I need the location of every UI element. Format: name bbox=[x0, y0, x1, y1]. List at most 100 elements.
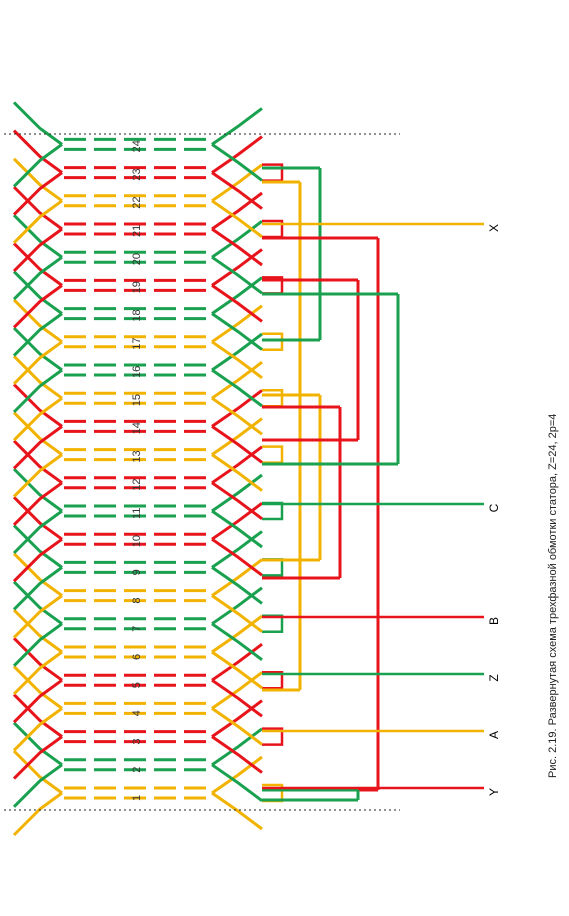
terminal-layer: X C B Z A Y bbox=[262, 222, 501, 796]
end-connection-right bbox=[211, 453, 263, 492]
end-connection-left bbox=[12, 763, 63, 808]
slot-number: 8 bbox=[131, 597, 143, 603]
end-connection-right bbox=[211, 671, 263, 710]
end-connection-right bbox=[211, 135, 263, 174]
slot-number: 5 bbox=[131, 682, 143, 688]
end-connection-right bbox=[211, 678, 263, 718]
end-connection-left bbox=[12, 707, 63, 752]
end-connection-left bbox=[12, 594, 63, 639]
end-connection-left bbox=[12, 524, 63, 569]
end-connection-right bbox=[211, 425, 263, 464]
end-connection-left bbox=[12, 552, 63, 597]
end-connection-right bbox=[211, 191, 263, 231]
slot-number: 1 bbox=[131, 795, 143, 801]
end-connection-left bbox=[12, 650, 63, 696]
end-connection-right bbox=[211, 199, 263, 239]
end-connection-left bbox=[12, 481, 63, 526]
end-connection-right bbox=[211, 594, 263, 633]
end-connection-right bbox=[211, 707, 263, 746]
end-connection-right bbox=[211, 340, 263, 379]
end-connection-right bbox=[211, 481, 263, 520]
end-connection-left bbox=[12, 453, 63, 498]
end-connection-right bbox=[211, 735, 263, 774]
slot-number: 15 bbox=[131, 394, 143, 406]
slot-number: 23 bbox=[131, 168, 143, 180]
end-connection-right bbox=[211, 445, 263, 485]
end-connection-left bbox=[12, 566, 63, 611]
end-connection-right bbox=[211, 699, 263, 738]
end-connection-right bbox=[211, 143, 263, 182]
end-connection-right bbox=[211, 586, 263, 626]
coil-end-loop bbox=[262, 670, 284, 690]
end-connection-left bbox=[12, 383, 63, 428]
end-connection-left bbox=[12, 227, 63, 273]
end-connection-right bbox=[211, 361, 263, 400]
end-connection-right bbox=[211, 219, 263, 259]
end-connection-left bbox=[12, 312, 63, 357]
end-connection-left bbox=[12, 284, 63, 329]
end-connection-left bbox=[12, 199, 63, 244]
end-connection-left bbox=[12, 129, 63, 174]
end-connection-left bbox=[12, 396, 63, 442]
coil-layer bbox=[12, 101, 284, 837]
end-connection-left bbox=[12, 411, 63, 456]
slot-number: 22 bbox=[131, 197, 143, 209]
slot-number: 16 bbox=[131, 366, 143, 378]
end-connection-right bbox=[211, 227, 263, 267]
end-connection-right bbox=[211, 284, 263, 323]
slot-number: 6 bbox=[131, 654, 143, 660]
terminal-label: A bbox=[487, 731, 501, 739]
end-connection-left bbox=[12, 185, 63, 231]
end-connection-right bbox=[211, 332, 263, 372]
end-connection-left bbox=[12, 214, 63, 259]
slot-number: 17 bbox=[131, 338, 143, 350]
end-connection-right bbox=[211, 502, 263, 541]
end-connection-left bbox=[12, 298, 63, 344]
end-connection-right bbox=[211, 473, 263, 513]
slot-number: 18 bbox=[131, 309, 143, 321]
coil-end-loop bbox=[262, 445, 284, 464]
slot-number: 12 bbox=[131, 479, 143, 491]
slot-number: 11 bbox=[131, 508, 143, 519]
end-connection-left bbox=[12, 665, 63, 710]
end-connection-right bbox=[211, 530, 263, 569]
slot-number: 2 bbox=[131, 767, 143, 773]
terminal-label: Y bbox=[487, 788, 501, 796]
end-connection-right bbox=[211, 312, 263, 351]
end-connection-left bbox=[12, 678, 63, 724]
end-connection-left bbox=[12, 101, 63, 146]
end-connection-left bbox=[12, 255, 63, 301]
slot-number: 24 bbox=[131, 140, 143, 152]
end-connection-left bbox=[12, 693, 63, 738]
coil-end-loop bbox=[262, 558, 284, 577]
end-connection-left bbox=[12, 355, 63, 400]
terminal-label: B bbox=[487, 617, 501, 625]
end-connection-left bbox=[12, 496, 63, 541]
end-connection-left bbox=[12, 171, 63, 216]
end-connection-right bbox=[211, 537, 263, 577]
end-connection-right bbox=[211, 255, 263, 295]
figure-caption: Рис. 2.19. Развернутая схема трехфазной … bbox=[547, 414, 559, 778]
end-connection-left bbox=[12, 580, 63, 626]
slot-number: 3 bbox=[131, 738, 143, 744]
terminal-label: C bbox=[487, 503, 501, 512]
end-connection-right bbox=[211, 614, 263, 654]
slot-number: 14 bbox=[131, 422, 143, 434]
terminal-label: X bbox=[487, 224, 501, 232]
end-connection-right bbox=[211, 171, 263, 210]
end-connection-right bbox=[211, 763, 263, 802]
end-connection-right bbox=[211, 368, 263, 408]
end-connection-left bbox=[12, 467, 63, 513]
border-layer bbox=[4, 133, 400, 811]
end-connection-right bbox=[211, 107, 263, 146]
end-connection-left bbox=[12, 735, 63, 780]
slot-number: 13 bbox=[131, 450, 143, 462]
end-connection-right bbox=[211, 417, 263, 456]
end-connection-right bbox=[211, 727, 263, 767]
slot-number: 7 bbox=[131, 626, 143, 632]
slot-number: 19 bbox=[131, 281, 143, 293]
lead-layer bbox=[262, 166, 400, 802]
terminal-label: Z bbox=[487, 674, 501, 681]
